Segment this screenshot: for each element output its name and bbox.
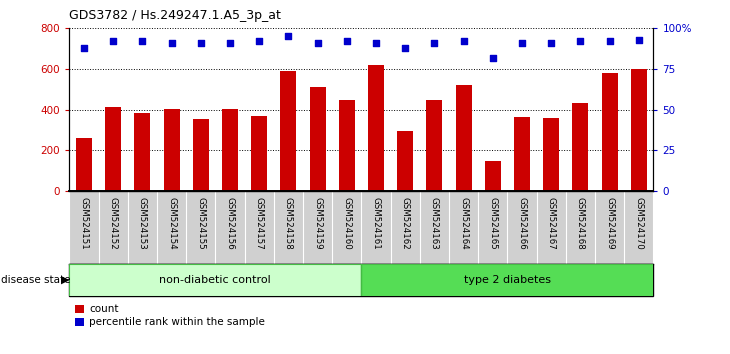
Bar: [631, 69, 647, 191]
Text: GSM524167: GSM524167: [547, 197, 556, 250]
Text: GSM524164: GSM524164: [459, 197, 468, 250]
Bar: [280, 71, 296, 191]
Point: [137, 39, 148, 44]
Point: [516, 40, 528, 46]
Bar: [134, 113, 150, 191]
Bar: [514, 117, 530, 191]
Bar: [105, 107, 121, 191]
Point: [458, 39, 469, 44]
Bar: [193, 119, 209, 191]
Bar: [543, 118, 559, 191]
Point: [370, 40, 382, 46]
Text: GSM524158: GSM524158: [284, 197, 293, 250]
Text: GSM524153: GSM524153: [138, 197, 147, 250]
Bar: [397, 131, 413, 191]
Text: GSM524151: GSM524151: [80, 197, 88, 250]
Text: GDS3782 / Hs.249247.1.A5_3p_at: GDS3782 / Hs.249247.1.A5_3p_at: [69, 9, 281, 22]
Point: [633, 37, 645, 42]
Point: [78, 45, 90, 51]
Text: GSM524157: GSM524157: [255, 197, 264, 250]
Point: [224, 40, 236, 46]
Text: GSM524152: GSM524152: [109, 197, 118, 250]
Point: [545, 40, 557, 46]
Bar: [164, 109, 180, 191]
Point: [487, 55, 499, 61]
Text: GSM524166: GSM524166: [518, 197, 526, 250]
Point: [107, 39, 119, 44]
Text: GSM524155: GSM524155: [196, 197, 205, 250]
Text: GSM524162: GSM524162: [401, 197, 410, 250]
Bar: [456, 85, 472, 191]
Legend: count, percentile rank within the sample: count, percentile rank within the sample: [74, 304, 265, 327]
Text: GSM524161: GSM524161: [372, 197, 380, 250]
Point: [253, 39, 265, 44]
Point: [166, 40, 177, 46]
Point: [429, 40, 440, 46]
Bar: [485, 161, 501, 191]
Bar: [602, 73, 618, 191]
Text: non-diabetic control: non-diabetic control: [159, 275, 272, 285]
Bar: [426, 99, 442, 191]
Text: GSM524168: GSM524168: [576, 197, 585, 250]
Text: GSM524169: GSM524169: [605, 197, 614, 250]
Bar: [339, 99, 355, 191]
Bar: [310, 87, 326, 191]
Bar: [251, 116, 267, 191]
Point: [575, 39, 586, 44]
Bar: [222, 109, 238, 191]
Bar: [69, 264, 361, 296]
Text: GSM524170: GSM524170: [634, 197, 643, 250]
Point: [604, 39, 615, 44]
Point: [312, 40, 323, 46]
Bar: [368, 65, 384, 191]
Bar: [361, 264, 653, 296]
Point: [283, 34, 294, 39]
Bar: [76, 138, 92, 191]
Text: GSM524163: GSM524163: [430, 197, 439, 250]
Text: GSM524156: GSM524156: [226, 197, 234, 250]
Text: GSM524160: GSM524160: [342, 197, 351, 250]
Text: GSM524154: GSM524154: [167, 197, 176, 250]
Text: ▶: ▶: [61, 275, 69, 285]
Text: type 2 diabetes: type 2 diabetes: [464, 275, 551, 285]
Point: [399, 45, 411, 51]
Text: GSM524165: GSM524165: [488, 197, 497, 250]
Text: disease state: disease state: [1, 275, 71, 285]
Point: [195, 40, 207, 46]
Point: [341, 39, 353, 44]
Bar: [572, 103, 588, 191]
Text: GSM524159: GSM524159: [313, 197, 322, 250]
